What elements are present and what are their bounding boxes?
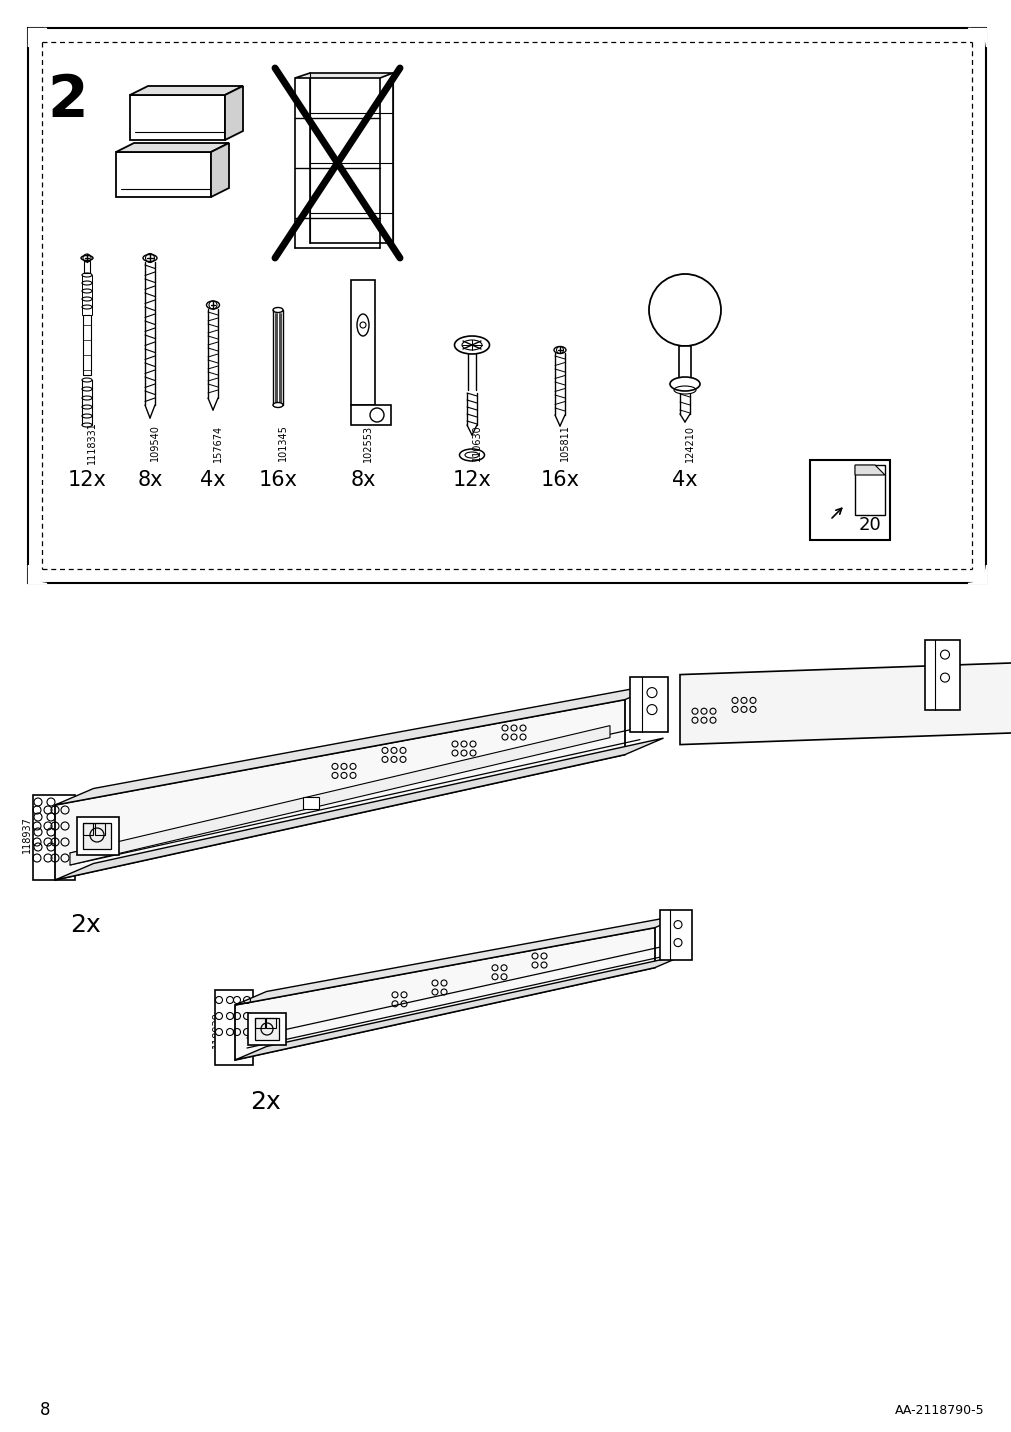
Polygon shape bbox=[224, 86, 243, 140]
Bar bbox=[255, 1018, 279, 1040]
Text: 2x: 2x bbox=[70, 914, 101, 937]
Text: 157674: 157674 bbox=[212, 424, 222, 461]
Ellipse shape bbox=[81, 255, 93, 261]
Bar bbox=[95, 823, 105, 835]
Bar bbox=[83, 315, 91, 375]
Polygon shape bbox=[210, 143, 228, 198]
Ellipse shape bbox=[553, 347, 565, 354]
Bar bbox=[83, 823, 93, 835]
Polygon shape bbox=[129, 95, 224, 140]
Circle shape bbox=[648, 274, 720, 347]
Text: 110630: 110630 bbox=[471, 425, 481, 461]
Text: AA-2118790-5: AA-2118790-5 bbox=[895, 1403, 984, 1416]
Text: 12x: 12x bbox=[452, 470, 491, 490]
Ellipse shape bbox=[206, 301, 219, 309]
Polygon shape bbox=[55, 737, 663, 881]
Text: 16x: 16x bbox=[540, 470, 579, 490]
Text: 8x: 8x bbox=[350, 470, 375, 490]
Polygon shape bbox=[235, 954, 685, 1060]
Text: 8: 8 bbox=[39, 1400, 51, 1419]
Bar bbox=[678, 347, 691, 384]
Polygon shape bbox=[351, 405, 390, 425]
Ellipse shape bbox=[273, 308, 283, 312]
Text: 4x: 4x bbox=[671, 470, 698, 490]
Bar bbox=[214, 990, 253, 1065]
Bar bbox=[28, 29, 985, 583]
Text: 12x: 12x bbox=[68, 470, 106, 490]
Bar bbox=[303, 796, 319, 809]
Polygon shape bbox=[70, 726, 610, 865]
Bar bbox=[77, 818, 119, 855]
Ellipse shape bbox=[273, 402, 283, 408]
Polygon shape bbox=[679, 643, 1011, 745]
Text: 16x: 16x bbox=[258, 470, 297, 490]
Ellipse shape bbox=[669, 377, 700, 391]
Polygon shape bbox=[55, 700, 625, 881]
Polygon shape bbox=[116, 143, 228, 152]
Text: 124210: 124210 bbox=[684, 424, 695, 461]
Bar bbox=[84, 261, 90, 274]
Polygon shape bbox=[129, 86, 243, 95]
Bar bbox=[266, 1018, 276, 1028]
Polygon shape bbox=[235, 928, 654, 1060]
Polygon shape bbox=[116, 152, 210, 198]
Bar bbox=[630, 676, 667, 732]
Text: 4x: 4x bbox=[200, 470, 225, 490]
Text: 118937: 118937 bbox=[22, 816, 32, 853]
Text: 2x: 2x bbox=[250, 1090, 280, 1114]
Ellipse shape bbox=[459, 450, 484, 461]
Polygon shape bbox=[351, 281, 375, 405]
Polygon shape bbox=[854, 465, 885, 516]
Bar bbox=[33, 795, 75, 881]
Text: 105811: 105811 bbox=[559, 424, 569, 461]
Text: 20: 20 bbox=[857, 516, 881, 534]
Text: 8x: 8x bbox=[137, 470, 163, 490]
Bar bbox=[924, 640, 959, 710]
Bar bbox=[255, 1018, 265, 1028]
Polygon shape bbox=[295, 73, 392, 77]
Bar bbox=[659, 909, 692, 959]
Polygon shape bbox=[235, 914, 685, 1005]
Polygon shape bbox=[55, 683, 663, 805]
Text: 102553: 102553 bbox=[363, 424, 373, 461]
Ellipse shape bbox=[143, 255, 157, 262]
Text: 109540: 109540 bbox=[150, 424, 160, 461]
Bar bbox=[83, 823, 111, 849]
Polygon shape bbox=[854, 465, 885, 475]
Text: 1118331: 1118331 bbox=[87, 421, 97, 464]
Text: 2: 2 bbox=[48, 72, 88, 129]
Bar bbox=[248, 1012, 286, 1045]
Text: 118938: 118938 bbox=[211, 1011, 221, 1048]
Bar bbox=[809, 460, 889, 540]
Text: 101345: 101345 bbox=[278, 424, 288, 461]
Ellipse shape bbox=[454, 337, 489, 354]
